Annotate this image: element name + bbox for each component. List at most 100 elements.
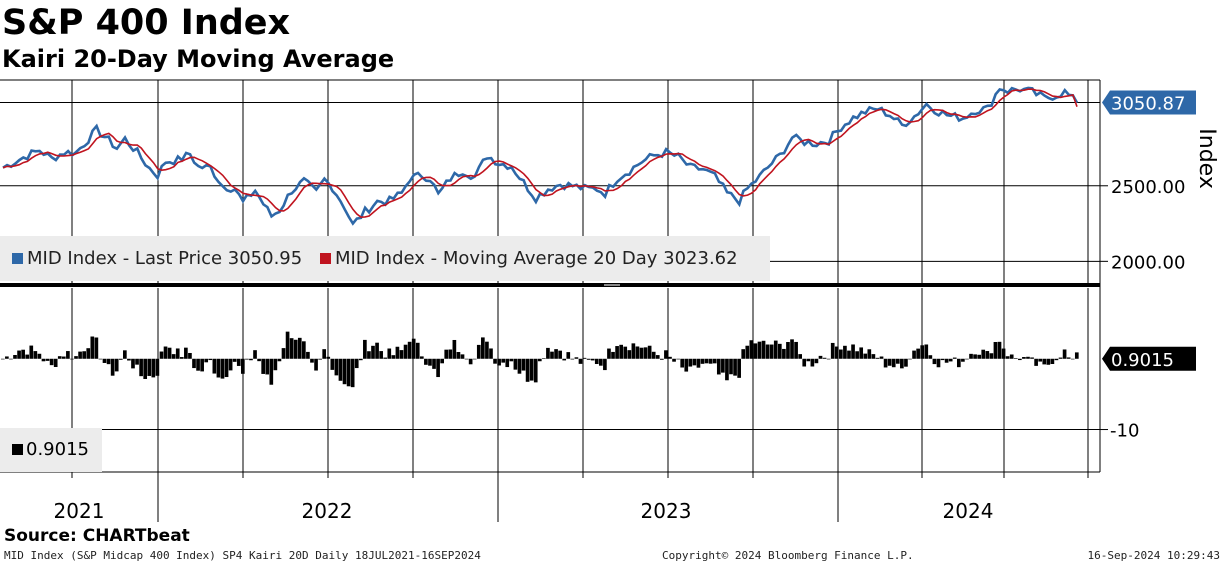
kairi-bar (415, 342, 420, 359)
kairi-bar (204, 358, 209, 363)
kairi-bar (692, 358, 697, 366)
kairi-bar (660, 358, 664, 360)
kairi-bar (769, 344, 774, 359)
kairi-bar (716, 358, 721, 375)
kairi-bar (550, 351, 554, 359)
kairi-bar (224, 358, 229, 378)
kairi-bars (0, 331, 1079, 388)
kairi-bar (700, 358, 705, 364)
kairi-bar (151, 358, 156, 378)
kairi-bar (525, 358, 530, 382)
kairi-bar (993, 342, 998, 359)
bottom-legend: 0.9015 (0, 428, 102, 472)
kairi-bar (383, 357, 388, 359)
kairi-bar (476, 344, 481, 359)
kairi-bar (554, 349, 558, 359)
kairi-bar (904, 358, 908, 367)
kairi-bar (261, 358, 265, 374)
kairi-bar (936, 358, 941, 368)
kairi-bar (440, 358, 444, 364)
kairi-bar (834, 346, 839, 359)
kairi-bar (0, 358, 5, 360)
kairi-bar (839, 349, 843, 359)
kairi-bar (537, 358, 542, 362)
kairi-bar (245, 358, 249, 360)
kairi-bar (228, 358, 233, 371)
kairi-bar (635, 346, 640, 359)
kairi-bar (29, 345, 34, 359)
kairi-bar (741, 349, 746, 359)
kairi-bar (908, 358, 912, 360)
kairi-bar (358, 358, 363, 361)
kairi-bar (989, 353, 994, 359)
kairi-bar (452, 339, 457, 359)
kairi-bar (851, 344, 855, 359)
kairi-bar (285, 331, 290, 359)
kairi-bar (90, 336, 95, 359)
kairi-bar (745, 345, 750, 359)
kairi-bar (647, 345, 652, 359)
kairi-bar (102, 358, 107, 363)
kairi-bar (887, 358, 892, 366)
kairi-bar (289, 338, 294, 359)
kairi-bar (786, 342, 790, 359)
kairi-bar (895, 358, 900, 364)
chart-subtitle: Kairi 20-Day Moving Average (2, 45, 395, 73)
legend-swatch-price (12, 253, 23, 264)
y-tick-label: 2500.00 (1111, 177, 1185, 198)
x-year-label: 2024 (943, 499, 994, 523)
kairi-bar (424, 358, 428, 365)
kairi-bar (5, 356, 9, 359)
kairi-bar (489, 348, 493, 359)
kairi-bar (684, 358, 689, 372)
kairi-bar (17, 350, 21, 359)
kairi-bar (21, 349, 25, 359)
kairi-bar (70, 358, 74, 360)
kairi-bar (643, 347, 648, 359)
kairi-bar (367, 351, 371, 359)
kairi-bar (395, 346, 400, 359)
kairi-bar (961, 358, 965, 362)
kairi-bar (956, 358, 961, 368)
last-kairi-flag: 0.9015 (1111, 350, 1174, 371)
kairi-bar (114, 358, 119, 372)
kairi-bar (293, 339, 298, 359)
kairi-bar (1030, 357, 1034, 359)
kairi-bar (932, 358, 937, 365)
axis-labels: 2000.00 2500.00 -10 3050.87 0.9015 Index 2021 2… (54, 94, 1219, 523)
kairi-bar (82, 351, 86, 359)
kairi-bar (428, 358, 432, 366)
kairi-bar (546, 347, 550, 359)
kairi-bar (773, 340, 778, 359)
kairi-bar (631, 343, 636, 359)
kairi-bar (558, 350, 562, 359)
kairi-bar (456, 352, 461, 359)
kairi-bar (171, 354, 176, 359)
kairi-bar (1009, 354, 1014, 359)
kairi-bar (110, 358, 115, 376)
kairi-bar (240, 358, 245, 374)
kairi-bar (448, 349, 453, 359)
kairi-bar (236, 358, 241, 366)
kairi-bar (1046, 358, 1051, 365)
kairi-bar (334, 358, 339, 376)
kairi-bar (387, 348, 392, 359)
kairi-bar (139, 358, 143, 377)
kairi-bar (505, 358, 510, 368)
source-label: Source: CHARTbeat (4, 526, 190, 546)
kairi-bar (965, 358, 969, 360)
kairi-bar (871, 354, 876, 359)
kairi-bar (969, 353, 973, 359)
kairi-bar (725, 358, 729, 381)
kairi-bar (444, 349, 449, 359)
kairi-bar (863, 353, 868, 359)
kairi-bar (729, 358, 733, 375)
kairi-bar (196, 358, 200, 371)
kairi-bar (306, 351, 310, 359)
kairi-bar (212, 358, 217, 374)
kairi-bar (940, 358, 945, 361)
kairi-bar (928, 355, 933, 359)
kairi-bar (25, 354, 30, 359)
kairi-bar (562, 358, 567, 361)
kairi-bar (326, 356, 331, 359)
